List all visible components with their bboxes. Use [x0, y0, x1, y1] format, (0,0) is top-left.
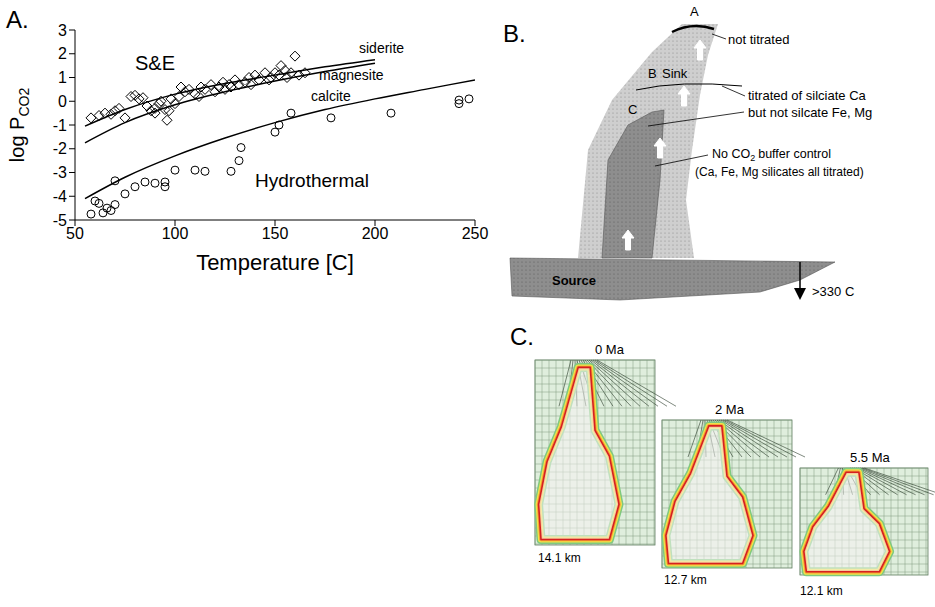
svg-text:S&E: S&E [135, 52, 175, 74]
svg-text:A: A [690, 4, 699, 19]
svg-text:not titrated: not titrated [728, 32, 789, 47]
svg-text:B: B [648, 66, 657, 81]
svg-text:-5: -5 [53, 212, 67, 229]
svg-text:200: 200 [362, 225, 389, 242]
svg-text:2: 2 [58, 45, 67, 62]
svg-text:50: 50 [66, 225, 84, 242]
svg-text:-2: -2 [53, 140, 67, 157]
svg-text:14.1 km: 14.1 km [538, 551, 581, 565]
svg-text:5.5 Ma: 5.5 Ma [850, 450, 891, 465]
svg-text:log PCO2: log PCO2 [6, 88, 32, 163]
svg-text:2 Ma: 2 Ma [715, 402, 745, 417]
svg-text:calcite: calcite [311, 88, 351, 104]
svg-text:magnesite: magnesite [319, 67, 384, 83]
svg-text:-3: -3 [53, 164, 67, 181]
svg-text:0: 0 [58, 93, 67, 110]
svg-text:-1: -1 [53, 117, 67, 134]
svg-text:>330 C: >330 C [812, 284, 854, 299]
svg-text:(Ca, Fe, Mg silicates all titr: (Ca, Fe, Mg silicates all titrated) [695, 165, 864, 179]
svg-text:C: C [628, 102, 637, 117]
svg-text:Source: Source [552, 273, 596, 288]
svg-text:250: 250 [462, 225, 489, 242]
svg-text:B.: B. [503, 20, 526, 47]
svg-text:siderite: siderite [359, 40, 404, 56]
svg-text:Sink: Sink [662, 66, 688, 81]
svg-text:12.7 km: 12.7 km [664, 573, 707, 587]
svg-text:0 Ma: 0 Ma [595, 342, 625, 357]
svg-text:-4: -4 [53, 188, 67, 205]
svg-text:Hydrothermal: Hydrothermal [255, 170, 369, 191]
svg-text:No CO2buffer control: No CO2buffer control [712, 147, 831, 163]
svg-text:C.: C. [510, 323, 534, 350]
svg-text:titrated of silciate Ca: titrated of silciate Ca [748, 88, 867, 103]
svg-text:Temperature [C]: Temperature [C] [196, 250, 354, 275]
svg-text:A.: A. [6, 6, 29, 33]
svg-text:12.1 km: 12.1 km [800, 584, 843, 598]
svg-text:100: 100 [162, 225, 189, 242]
svg-text:but not silcate Fe, Mg: but not silcate Fe, Mg [748, 105, 872, 120]
svg-text:150: 150 [262, 225, 289, 242]
svg-text:1: 1 [58, 69, 67, 86]
svg-text:3: 3 [58, 22, 67, 39]
